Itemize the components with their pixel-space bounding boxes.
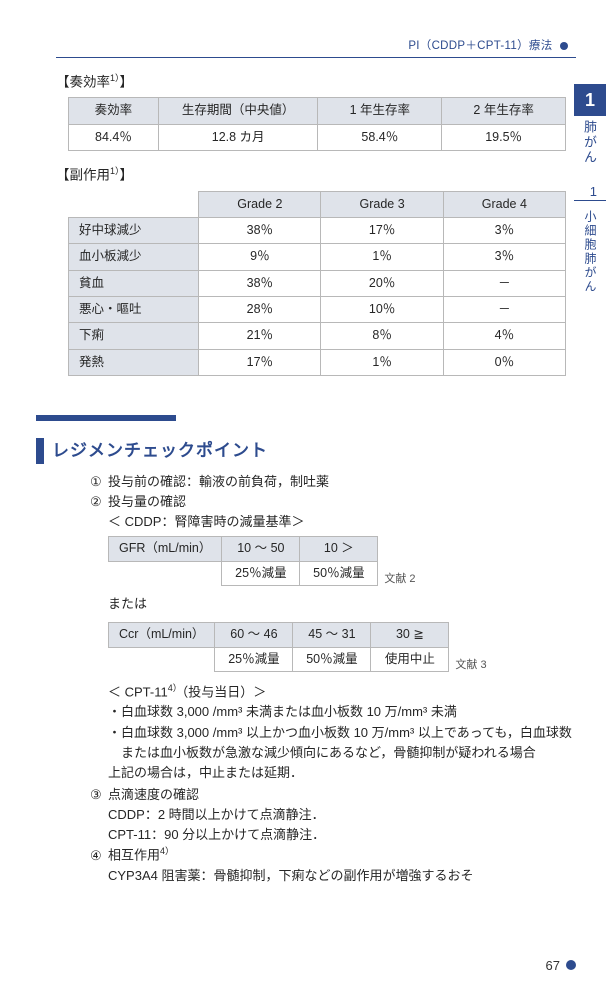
se-cell: 38％ xyxy=(199,217,321,243)
checkpoint-body: ①投与前の確認：輸液の前負荷，制吐薬 ②投与量の確認 ＜ CDDP：腎障害時の減… xyxy=(90,472,576,886)
header-rule xyxy=(56,57,576,58)
eff-val-0: 84.4％ xyxy=(69,124,159,150)
gfr-ref: 文献 2 xyxy=(384,571,415,588)
se-cell: 20％ xyxy=(321,270,443,296)
eff-val-2: 58.4％ xyxy=(318,124,442,150)
side-rule xyxy=(574,200,606,201)
eff-col-3: 2 年生存率 xyxy=(442,98,566,124)
eff-val-1: 12.8 カ月 xyxy=(158,124,318,150)
ccr-table: Ccr（mL/min） 60 ～ 46 45 ～ 31 30 ≧ 25％減量 5… xyxy=(108,622,449,672)
se-cell: 1％ xyxy=(321,349,443,375)
running-header: PI（CDDP＋CPT-11）療法 xyxy=(408,38,568,56)
se-col-0: Grade 2 xyxy=(199,191,321,217)
se-col-2: Grade 4 xyxy=(443,191,565,217)
se-cell: 17％ xyxy=(199,349,321,375)
checkpoint-heading: レジメンチェックポイント xyxy=(36,438,576,464)
se-cell: 17％ xyxy=(321,217,443,243)
se-rowhead: 好中球減少 xyxy=(69,217,199,243)
page-number: 67 xyxy=(546,956,576,976)
se-col-1: Grade 3 xyxy=(321,191,443,217)
se-cell: － xyxy=(443,297,565,323)
se-cell: 1％ xyxy=(321,244,443,270)
se-cell: － xyxy=(443,270,565,296)
sideeffects-label: 【副作用1）】 xyxy=(56,165,576,186)
eff-col-1: 生存期間（中央値） xyxy=(158,98,318,124)
page-dot-icon xyxy=(566,960,576,970)
side-label-subtype: 小細胞肺がん xyxy=(581,210,599,294)
se-cell: 28％ xyxy=(199,297,321,323)
efficacy-label: 【奏効率1）】 xyxy=(56,72,576,93)
se-cell: 10％ xyxy=(321,297,443,323)
header-dot-icon xyxy=(560,42,568,50)
side-label-disease: 肺がん xyxy=(581,120,599,165)
se-cell: 21％ xyxy=(199,323,321,349)
se-cell: 3％ xyxy=(443,244,565,270)
chapter-tab: 1 xyxy=(574,84,606,116)
cddp-subtitle: ＜ CDDP：腎障害時の減量基準＞ xyxy=(108,512,576,532)
cpt11-line2: ・白血球数 3,000 /mm³ 以上かつ血小板数 10 万/mm³ 以上であっ… xyxy=(108,723,576,763)
checkpoint-heading-block: レジメンチェックポイント xyxy=(36,408,576,464)
eff-col-0: 奏効率 xyxy=(69,98,159,124)
header-title: PI（CDDP＋CPT-11）療法 xyxy=(408,40,552,52)
se-cell: 0％ xyxy=(443,349,565,375)
ccr-ref: 文献 3 xyxy=(455,657,486,674)
eff-val-3: 19.5％ xyxy=(442,124,566,150)
eff-col-2: 1 年生存率 xyxy=(318,98,442,124)
se-cell: 3％ xyxy=(443,217,565,243)
se-rowhead: 発熱 xyxy=(69,349,199,375)
se-rowhead: 貧血 xyxy=(69,270,199,296)
cpt11-subtitle: ＜ CPT-114）（投与当日）＞ xyxy=(108,682,576,702)
or-label: または xyxy=(108,594,576,614)
se-cell: 4％ xyxy=(443,323,565,349)
cpt11-line1: ・白血球数 3,000 /mm³ 未満または血小板数 10 万/mm³ 未満 xyxy=(108,702,576,722)
se-cell: 38％ xyxy=(199,270,321,296)
se-rowhead: 下痢 xyxy=(69,323,199,349)
gfr-table: GFR（mL/min） 10 ～ 50 10 ＞ 25％減量 50％減量 xyxy=(108,536,378,586)
cpt11-line3: 上記の場合は，中止または延期． xyxy=(108,763,576,783)
se-rowhead: 血小板減少 xyxy=(69,244,199,270)
efficacy-table: 奏効率 生存期間（中央値） 1 年生存率 2 年生存率 84.4％ 12.8 カ… xyxy=(68,97,566,151)
se-cell: 9％ xyxy=(199,244,321,270)
se-rowhead: 悪心・嘔吐 xyxy=(69,297,199,323)
heading-bar-icon xyxy=(36,415,176,421)
sideeffects-table: Grade 2 Grade 3 Grade 4 好中球減少38％17％3％血小板… xyxy=(68,191,566,377)
se-cell: 8％ xyxy=(321,323,443,349)
